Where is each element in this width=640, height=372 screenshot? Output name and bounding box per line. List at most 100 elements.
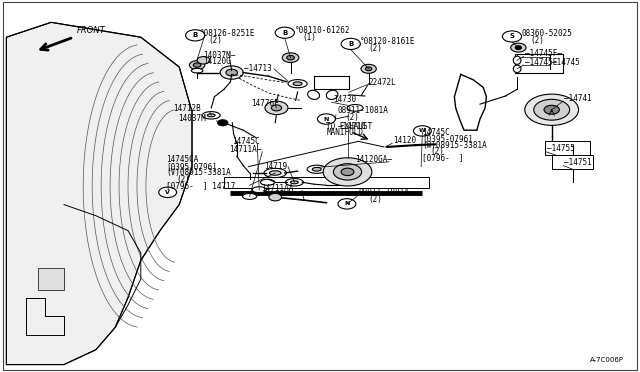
Ellipse shape [269,171,281,175]
Ellipse shape [260,179,275,185]
Ellipse shape [252,187,266,193]
Ellipse shape [312,167,321,171]
Ellipse shape [191,68,203,73]
Text: (1): (1) [303,33,317,42]
Text: °08110-61262: °08110-61262 [294,26,350,35]
Text: TO EXHAUST: TO EXHAUST [326,122,372,131]
Circle shape [534,99,570,120]
Text: 14712B: 14712B [173,104,200,113]
Ellipse shape [288,80,307,88]
Text: 22472L: 22472L [368,78,396,87]
Circle shape [502,31,522,42]
FancyBboxPatch shape [224,177,429,188]
Circle shape [218,120,228,126]
FancyBboxPatch shape [314,76,349,89]
Ellipse shape [293,82,302,86]
Circle shape [271,105,282,111]
Ellipse shape [285,179,303,186]
Circle shape [189,61,205,70]
Text: 14745CA: 14745CA [166,155,199,164]
Ellipse shape [326,90,338,99]
Text: 14711AA—: 14711AA— [261,185,298,193]
Text: MANIFOLD: MANIFOLD [326,128,364,137]
Ellipse shape [513,65,521,73]
Text: 14037M: 14037M [178,114,205,123]
Text: 14120GA—: 14120GA— [355,155,392,164]
Circle shape [323,158,372,186]
Text: 14776F: 14776F [251,99,278,108]
Circle shape [361,64,376,73]
Text: FRONT: FRONT [77,26,106,35]
Text: 14745C: 14745C [422,128,450,137]
Text: N: N [324,116,329,122]
Text: (W)08915-3381A: (W)08915-3381A [422,141,487,150]
Text: [0395-0796]: [0395-0796] [166,162,217,171]
Circle shape [511,43,526,52]
Polygon shape [6,22,192,365]
Circle shape [275,27,294,38]
Text: °08120-8161E: °08120-8161E [360,37,415,46]
Text: 14719: 14719 [264,162,287,171]
Circle shape [365,67,372,71]
Text: (2): (2) [346,113,360,122]
Text: °08126-8251E: °08126-8251E [200,29,255,38]
Circle shape [269,193,282,201]
Text: 08911-1081A: 08911-1081A [358,188,409,197]
Text: —14755: —14755 [547,144,575,153]
Text: (2): (2) [368,44,382,53]
Text: —14710: —14710 [338,122,365,131]
Text: —14745F—: —14745F— [525,49,562,58]
Text: S: S [509,33,515,39]
Circle shape [317,114,335,124]
Circle shape [159,187,177,198]
Text: [0395-0796]: [0395-0796] [422,134,473,143]
Circle shape [413,126,431,136]
Text: B: B [282,30,287,36]
Circle shape [287,55,294,60]
Text: (2): (2) [368,195,382,203]
FancyBboxPatch shape [552,155,593,169]
Text: V: V [165,190,170,195]
Text: 14120G: 14120G [204,57,231,66]
Circle shape [193,63,201,67]
Ellipse shape [308,90,319,99]
Text: (V)08915-3381A: (V)08915-3381A [166,169,231,177]
Ellipse shape [207,114,215,117]
Text: (2): (2) [176,175,190,184]
Text: —14745: —14745 [552,58,579,67]
Text: 14730: 14730 [333,95,356,104]
Circle shape [338,199,356,209]
Circle shape [515,46,522,49]
Text: —14745E: —14745E [525,58,557,67]
Circle shape [226,69,237,76]
Text: A-7C006P: A-7C006P [590,357,624,363]
Text: —14751: —14751 [564,158,592,167]
FancyBboxPatch shape [38,268,64,290]
Ellipse shape [264,168,287,178]
Text: 08360-52025: 08360-52025 [522,29,572,38]
Text: B: B [348,41,353,47]
Circle shape [186,30,205,41]
Circle shape [197,57,210,64]
Text: [0796-  ] 14717: [0796- ] 14717 [166,182,236,190]
Text: B: B [193,32,198,38]
Ellipse shape [513,56,521,64]
Ellipse shape [202,112,220,119]
Circle shape [265,101,288,115]
Ellipse shape [291,181,298,184]
Ellipse shape [348,105,364,111]
Text: —14713: —14713 [244,64,272,73]
Text: 14037M—: 14037M— [204,51,236,60]
Circle shape [341,168,354,176]
Circle shape [341,38,360,49]
Circle shape [220,66,243,79]
FancyBboxPatch shape [515,54,563,73]
Text: N: N [344,201,349,206]
FancyBboxPatch shape [545,141,590,155]
Text: (2): (2) [431,147,445,156]
Text: 14745C: 14745C [232,137,259,146]
Ellipse shape [243,193,257,199]
Text: 08911-1081A: 08911-1081A [337,106,388,115]
Circle shape [282,53,299,62]
Circle shape [333,164,362,180]
